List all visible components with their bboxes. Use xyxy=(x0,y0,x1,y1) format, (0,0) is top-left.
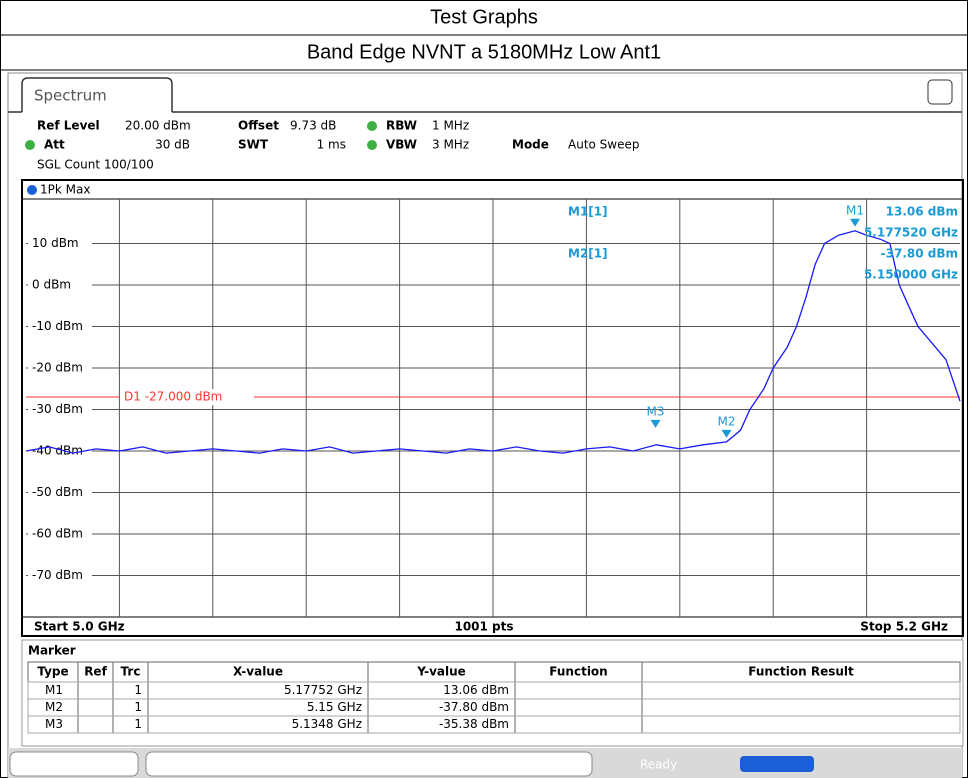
points: 1001 pts xyxy=(454,620,513,634)
table-cell: -35.38 dBm xyxy=(439,717,509,731)
marker-readout: M2[1] xyxy=(568,247,608,261)
marker-readout: M1[1] xyxy=(568,205,608,219)
y-tick-label: -20 dBm xyxy=(32,361,83,375)
label-bg xyxy=(28,360,92,376)
label-bg xyxy=(28,567,92,584)
column-header: Trc xyxy=(121,665,141,679)
marker xyxy=(650,419,661,428)
setting-label: Att xyxy=(44,138,65,152)
label-bg xyxy=(120,389,254,406)
y-tick-label: -30 dBm xyxy=(32,402,83,416)
table-cell: 5.17752 GHz xyxy=(284,683,362,697)
marker-readout: 5.150000 GHz xyxy=(864,268,958,282)
menu-icon[interactable] xyxy=(927,79,953,105)
label-bg xyxy=(28,277,92,293)
setting-value: 1 MHz xyxy=(432,119,469,133)
subtitle: Band Edge NVNT a 5180MHz Low Ant1 xyxy=(307,41,661,63)
column-header: Function Result xyxy=(748,665,854,679)
stop-freq: Stop 5.2 GHz xyxy=(860,620,948,634)
tab[interactable] xyxy=(21,77,173,112)
table-cell: 1 xyxy=(134,700,142,714)
y-tick-label: -40 dBm xyxy=(32,444,83,458)
marker xyxy=(850,218,861,227)
label-bg xyxy=(28,318,92,335)
setting-value: 3 MHz xyxy=(432,138,469,152)
y-tick-label: -70 dBm xyxy=(32,568,83,582)
table-cell: 13.06 dBm xyxy=(443,683,509,697)
setting-value: 9.73 dB xyxy=(290,119,336,133)
label-bg xyxy=(28,526,92,542)
table-cell: M2 xyxy=(45,700,63,714)
y-tick-label: 0 dBm xyxy=(32,278,71,292)
setting-label: Mode xyxy=(512,138,549,152)
setting-value: Auto Sweep xyxy=(568,138,640,152)
label-bg xyxy=(28,484,92,501)
setting-label: Offset xyxy=(238,119,279,133)
column-header: Type xyxy=(37,665,68,679)
status-field xyxy=(9,751,139,777)
marker-label: M3 xyxy=(647,404,665,418)
column-header: X-value xyxy=(233,665,283,679)
column-header: Function xyxy=(549,665,607,679)
setting-value: 1 ms xyxy=(317,138,346,152)
table-cell: 5.1348 GHz xyxy=(292,717,362,731)
label-bg xyxy=(28,235,92,252)
marker-readout: -37.80 dBm xyxy=(881,247,958,261)
setting-label: VBW xyxy=(386,138,417,152)
setting-value: 30 dB xyxy=(155,138,190,152)
marker-readout: 5.177520 GHz xyxy=(864,226,958,240)
status-field xyxy=(145,751,593,777)
setting-label: RBW xyxy=(386,119,417,133)
y-tick-label: -60 dBm xyxy=(32,527,83,541)
marker xyxy=(721,429,732,438)
indicator xyxy=(367,140,377,150)
table-cell: 1 xyxy=(134,683,142,697)
y-tick-label: -50 dBm xyxy=(32,485,83,499)
label-bg xyxy=(28,401,92,418)
start-freq: Start 5.0 GHz xyxy=(34,620,125,634)
trace xyxy=(25,230,961,454)
progress xyxy=(740,756,814,772)
tab-label[interactable]: Spectrum xyxy=(34,87,107,105)
marker-title: Marker xyxy=(28,644,76,658)
title: Test Graphs xyxy=(430,6,538,28)
y-tick-label: -10 dBm xyxy=(32,319,83,333)
table-cell: M3 xyxy=(45,717,63,731)
setting-label: Ref Level xyxy=(37,119,100,133)
table-row xyxy=(27,715,961,734)
setting-value: 20.00 dBm xyxy=(125,119,191,133)
table-cell: 5.15 GHz xyxy=(307,700,362,714)
trace-indicator xyxy=(27,185,37,195)
indicator xyxy=(367,121,377,131)
sgl-count: SGL Count 100/100 xyxy=(37,158,154,172)
plot-frame xyxy=(21,179,964,637)
column-header: Ref xyxy=(84,665,107,679)
label-bg xyxy=(28,443,92,459)
marker-panel xyxy=(21,639,964,747)
indicator xyxy=(25,140,35,150)
table-cell: -37.80 dBm xyxy=(439,700,509,714)
display-line-label: D1 -27.000 dBm xyxy=(124,390,222,404)
column-header: Y-value xyxy=(416,665,466,679)
setting-label: SWT xyxy=(238,138,269,152)
marker-readout: 13.06 dBm xyxy=(886,205,958,219)
trace-label: 1Pk Max xyxy=(40,183,90,197)
status: Ready xyxy=(640,758,677,772)
table-cell: M1 xyxy=(45,683,63,697)
marker-label: M2 xyxy=(718,414,736,428)
marker-label: M1 xyxy=(846,203,864,217)
table-cell: 1 xyxy=(134,717,142,731)
y-tick-label: 10 dBm xyxy=(32,236,79,250)
